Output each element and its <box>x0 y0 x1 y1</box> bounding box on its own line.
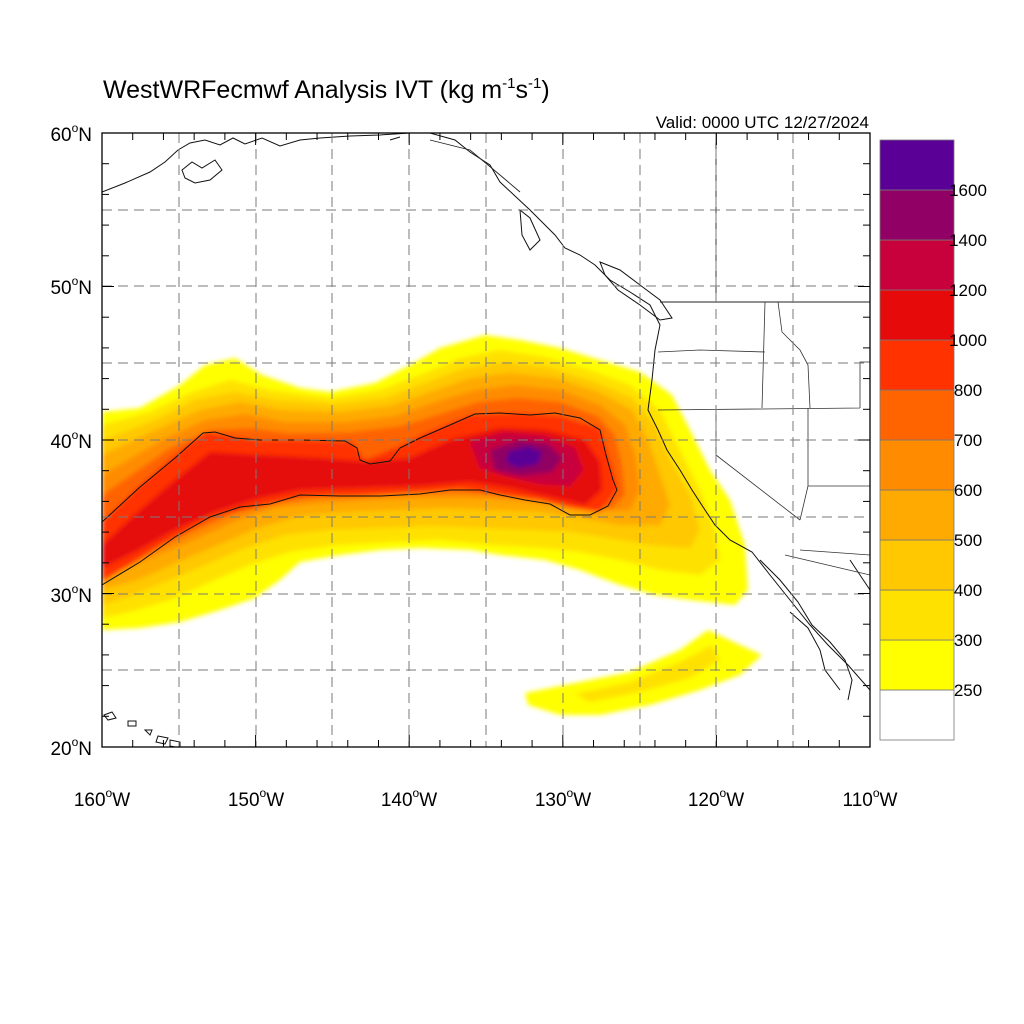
colorbar-label: 700 <box>954 431 982 450</box>
colorbar-box <box>879 239 955 291</box>
colorbar-label: 400 <box>954 581 982 600</box>
mexico-border <box>784 554 870 576</box>
lat-tick-labels: 60oN 50oN 40oN 30oN 20oN <box>50 121 92 760</box>
alaska-canada-border <box>429 133 717 300</box>
colorbar-box <box>879 139 955 191</box>
baja-coast <box>759 559 853 701</box>
colorbar-box <box>879 339 955 391</box>
colorbar-label: 300 <box>954 631 982 650</box>
colorbar-boxes <box>879 139 955 741</box>
colorbar-box <box>879 439 955 491</box>
lat-label-20n: 20oN <box>50 735 92 760</box>
kodiak-island <box>181 159 223 184</box>
colorbar-box <box>879 589 955 641</box>
lon-label-140w: 140oW <box>381 786 437 811</box>
ivt-1600-contour <box>506 446 542 468</box>
lon-tick-labels: 160oW 150oW 140oW 130oW 120oW 110oW <box>74 786 898 811</box>
tick-marks <box>101 132 871 748</box>
colorbar-label: 250 <box>954 681 982 700</box>
colorbar-label: 500 <box>954 531 982 550</box>
ivt-300-band-south <box>575 645 720 702</box>
gulf-of-california <box>849 559 870 591</box>
coastlines <box>102 133 870 747</box>
lon-label-160w: 160oW <box>74 786 130 811</box>
lat-label-60n: 60oN <box>50 121 92 146</box>
colorbar: 250 300 400 500 600 700 800 1000 1200 1400 1600 <box>879 139 987 741</box>
lat-label-50n: 50oN <box>50 274 92 299</box>
colorbar-label: 1200 <box>949 281 987 300</box>
gridlines <box>102 133 870 747</box>
lat-label-40n: 40oN <box>50 428 92 453</box>
ivt-250-band-south <box>525 630 762 715</box>
lon-label-120w: 120oW <box>688 786 744 811</box>
colorbar-label: 1400 <box>949 231 987 250</box>
colorbar-label: 1600 <box>949 181 987 200</box>
colorbar-box <box>879 489 955 541</box>
ivt-shading <box>102 335 762 715</box>
colorbar-labels: 250 300 400 500 600 700 800 1000 1200 1400 1600 <box>949 181 987 700</box>
political-boundaries <box>429 133 870 576</box>
plot-area <box>102 133 870 747</box>
colorbar-box <box>879 189 955 241</box>
alaska-coast <box>102 133 411 193</box>
lon-label-110w: 110oW <box>843 786 898 811</box>
bc-coast <box>429 133 870 691</box>
lon-label-130w: 130oW <box>535 786 591 811</box>
lon-label-150w: 150oW <box>228 786 284 811</box>
lat-label-30n: 30oN <box>50 582 92 607</box>
haida-gwaii <box>519 208 541 251</box>
colorbar-box <box>879 289 955 341</box>
ivt-1000-contour <box>102 428 602 568</box>
map-title: WestWRFecmwf Analysis IVT (kg m-1s-1) <box>103 75 550 104</box>
colorbar-box <box>879 539 955 591</box>
colorbar-label: 800 <box>954 381 982 400</box>
colorbar-box <box>879 639 955 691</box>
colorbar-label: 600 <box>954 481 982 500</box>
colorbar-box <box>879 689 955 741</box>
hawaii-islands <box>103 711 181 747</box>
colorbar-label: 1000 <box>949 331 987 350</box>
colorbar-box <box>879 389 955 441</box>
valid-time-label: Valid: 0000 UTC 12/27/2024 <box>656 113 869 132</box>
vancouver-island <box>599 261 673 321</box>
